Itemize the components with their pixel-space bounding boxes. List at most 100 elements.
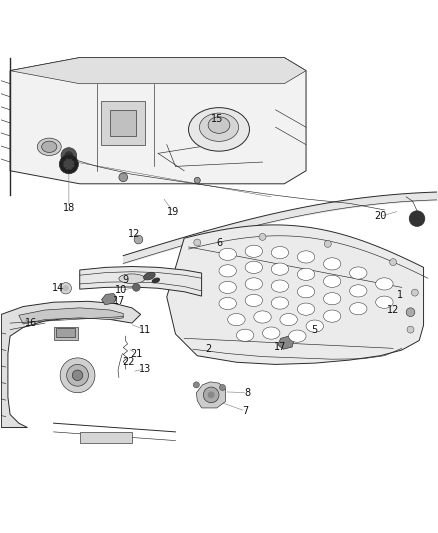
Polygon shape <box>167 225 424 365</box>
Text: 6: 6 <box>216 238 222 247</box>
Bar <box>56 328 75 337</box>
Polygon shape <box>10 58 306 184</box>
Circle shape <box>406 308 415 317</box>
Ellipse shape <box>323 293 341 305</box>
Text: 22: 22 <box>122 357 135 367</box>
Circle shape <box>119 173 127 182</box>
Circle shape <box>409 211 425 227</box>
Ellipse shape <box>323 258 341 270</box>
Circle shape <box>203 387 219 403</box>
Circle shape <box>59 155 78 174</box>
Ellipse shape <box>254 311 271 323</box>
Circle shape <box>193 382 199 388</box>
Circle shape <box>64 151 73 160</box>
Text: 12: 12 <box>387 305 399 315</box>
Text: 10: 10 <box>115 286 127 295</box>
Circle shape <box>208 391 215 398</box>
Text: 5: 5 <box>311 325 318 335</box>
Circle shape <box>259 233 266 240</box>
Ellipse shape <box>245 245 262 257</box>
Ellipse shape <box>208 117 230 133</box>
Circle shape <box>324 240 331 247</box>
Ellipse shape <box>350 285 367 297</box>
Circle shape <box>60 282 71 294</box>
Ellipse shape <box>237 329 254 341</box>
Ellipse shape <box>152 278 160 284</box>
Bar <box>102 101 145 144</box>
Polygon shape <box>80 266 201 296</box>
Text: 18: 18 <box>63 203 75 213</box>
Circle shape <box>132 284 140 292</box>
Circle shape <box>60 358 95 393</box>
Ellipse shape <box>271 246 289 259</box>
Ellipse shape <box>271 297 289 309</box>
Ellipse shape <box>42 141 57 152</box>
Text: 12: 12 <box>128 229 140 239</box>
Circle shape <box>194 239 201 246</box>
Polygon shape <box>278 336 294 349</box>
Circle shape <box>407 326 414 333</box>
Text: 14: 14 <box>52 283 64 293</box>
Ellipse shape <box>323 275 341 287</box>
Ellipse shape <box>271 263 289 275</box>
Circle shape <box>61 148 77 163</box>
Ellipse shape <box>297 303 315 315</box>
Ellipse shape <box>280 313 297 326</box>
Text: 17: 17 <box>113 296 125 306</box>
Ellipse shape <box>297 268 315 280</box>
Ellipse shape <box>350 267 367 279</box>
Ellipse shape <box>297 251 315 263</box>
Ellipse shape <box>271 280 289 292</box>
Bar <box>80 432 132 443</box>
Ellipse shape <box>297 286 315 298</box>
Polygon shape <box>10 58 306 84</box>
Ellipse shape <box>219 248 237 261</box>
Text: 9: 9 <box>122 274 128 285</box>
Text: 19: 19 <box>167 207 180 217</box>
Polygon shape <box>102 294 117 305</box>
Ellipse shape <box>219 297 237 310</box>
Text: 15: 15 <box>211 114 223 124</box>
Ellipse shape <box>219 281 237 294</box>
Ellipse shape <box>219 265 237 277</box>
Text: 7: 7 <box>242 406 248 416</box>
Ellipse shape <box>228 313 245 326</box>
Circle shape <box>72 370 83 381</box>
Ellipse shape <box>376 278 393 290</box>
Ellipse shape <box>188 108 250 151</box>
Circle shape <box>67 365 88 386</box>
Circle shape <box>63 285 69 292</box>
Ellipse shape <box>119 274 145 284</box>
Polygon shape <box>1 301 141 427</box>
Polygon shape <box>196 382 226 408</box>
Bar <box>110 110 136 136</box>
Text: 11: 11 <box>139 325 151 335</box>
Ellipse shape <box>306 320 323 332</box>
Ellipse shape <box>144 272 155 280</box>
Ellipse shape <box>323 310 341 322</box>
Circle shape <box>134 235 143 244</box>
Ellipse shape <box>262 327 280 339</box>
Ellipse shape <box>37 138 61 156</box>
Circle shape <box>63 158 74 170</box>
Text: 21: 21 <box>130 349 142 359</box>
Text: 16: 16 <box>25 318 37 328</box>
Circle shape <box>219 384 226 391</box>
Circle shape <box>194 177 200 183</box>
Ellipse shape <box>376 296 393 308</box>
Ellipse shape <box>245 261 262 273</box>
Ellipse shape <box>245 294 262 306</box>
Ellipse shape <box>245 278 262 290</box>
Ellipse shape <box>199 113 239 141</box>
Text: 20: 20 <box>374 212 386 221</box>
Circle shape <box>390 259 396 265</box>
Text: 17: 17 <box>274 342 286 352</box>
Text: 2: 2 <box>205 344 211 354</box>
Circle shape <box>411 289 418 296</box>
Ellipse shape <box>350 303 367 315</box>
Ellipse shape <box>289 330 306 342</box>
Text: 1: 1 <box>396 290 403 300</box>
Bar <box>53 327 78 341</box>
Text: 8: 8 <box>244 387 251 398</box>
Polygon shape <box>19 308 123 324</box>
